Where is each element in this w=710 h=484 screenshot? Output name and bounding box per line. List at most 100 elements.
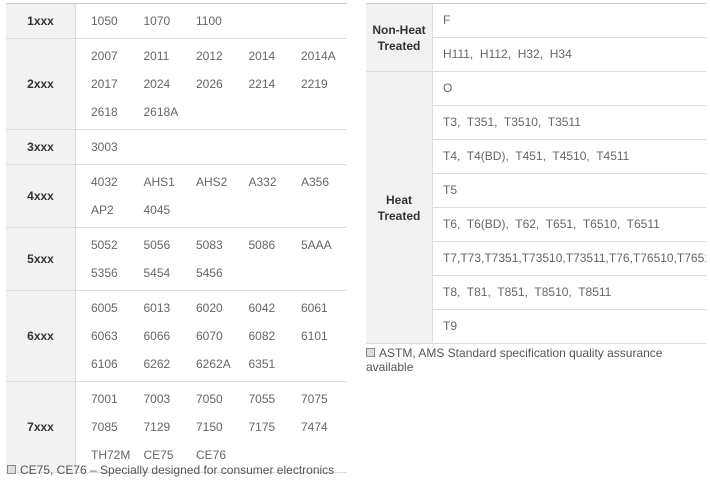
grade: 6082 [248, 329, 276, 343]
grade: 4045 [143, 203, 171, 217]
series-row: 4xxx 4032 AHS1 AHS2 A332 A356 AP2 4045 [6, 165, 347, 228]
series-label: 2xxx [6, 39, 76, 129]
grade: 6106 [91, 357, 118, 371]
temper-list: O T3, T351, T3510, T3511 T4, T4(BD), T451,… [433, 72, 706, 343]
temper: T8, T81, T851, T8510, T8511 [433, 276, 706, 310]
note-text: ASTM, AMS Standard specification quality… [366, 346, 663, 374]
note-text: CE75, CE76 – Specially designed for cons… [20, 463, 335, 477]
grade: 1050 [91, 14, 118, 28]
grade: 2618 [91, 105, 118, 119]
grade: 5083 [196, 238, 223, 252]
grade: 5056 [143, 238, 171, 252]
temper-note: ASTM, AMS Standard specification quality… [366, 346, 710, 374]
temper: T9 [443, 319, 458, 333]
grade-list: 4032 AHS1 AHS2 A332 A356 AP2 4045 [76, 165, 354, 227]
grade: 2214 [248, 77, 276, 91]
grade: 7055 [248, 392, 276, 406]
temper: F [433, 4, 706, 38]
group-label: Non-Heat Treated [366, 4, 433, 71]
grade: 2024 [143, 77, 171, 91]
grade: 7150 [196, 420, 223, 434]
grade: 7085 [91, 420, 118, 434]
grade: 5052 [91, 238, 118, 252]
grade-list: 5052 5056 5083 5086 5AAA 5356 5454 5456 [76, 228, 354, 290]
series-note: CE75, CE76 – Specially designed for cons… [7, 463, 334, 477]
series-row: 6xxx 6005 6013 6020 6042 6061 6063 6066 6070 6082… [6, 291, 347, 382]
grade: A332 [248, 175, 277, 189]
grade: 6101 [301, 329, 328, 343]
grade: 2017 [91, 77, 118, 91]
grade: 2011 [143, 49, 170, 63]
grade: 7129 [143, 420, 171, 434]
series-label: 4xxx [6, 165, 76, 227]
series-row: 2xxx 2007 2011 2012 2014 2014A 2017 2024 2026 221… [6, 39, 347, 130]
temper: T6, T6(BD), T62, T651, T6510, T6511 [433, 208, 706, 242]
grade: 6262A [196, 357, 231, 371]
series-label: 3xxx [6, 130, 76, 164]
grade: 2014 [248, 49, 276, 63]
grade: AP2 [91, 203, 114, 217]
grade: 5AAA [301, 238, 332, 252]
grade: 6013 [143, 301, 171, 315]
grade: 6070 [196, 329, 223, 343]
series-row: 5xxx 5052 5056 5083 5086 5AAA 5356 5454 5456 [6, 228, 347, 291]
temper-table: Non-Heat Treated F H111, H112, H32, H34 Hea… [366, 3, 706, 344]
grade: 2012 [196, 49, 223, 63]
grade: 6061 [301, 301, 328, 315]
grade: 5356 [91, 266, 118, 280]
series-label: 6xxx [6, 291, 76, 381]
temper: T5 [433, 174, 706, 208]
series-table: 1xxx 1050 1070 1100 2xxx 2007 2011 2012 2014 2014… [6, 3, 347, 473]
temper: O [433, 72, 706, 106]
grade: AHS1 [143, 175, 175, 189]
grade: 6063 [91, 329, 118, 343]
grade: 6066 [143, 329, 171, 343]
grade: 6042 [248, 301, 276, 315]
temper-group: Heat Treated O T3, T351, T3510, T3511 T4, T… [366, 72, 706, 344]
grade: 5086 [248, 238, 276, 252]
series-row: 7xxx 7001 7003 7050 7055 7075 7085 7129 7150 7175… [6, 382, 347, 473]
grade: 7050 [196, 392, 223, 406]
grade: 1100 [196, 14, 222, 28]
grade: 1070 [143, 14, 171, 28]
grade: 6262 [143, 357, 171, 371]
grade: 5456 [196, 266, 223, 280]
group-label: Heat Treated [366, 72, 433, 343]
grade: TH72M [91, 448, 131, 462]
series-row: 1xxx 1050 1070 1100 [6, 4, 347, 39]
temper-group: Non-Heat Treated F H111, H112, H32, H34 [366, 4, 706, 72]
grade: AHS2 [196, 175, 228, 189]
grade: 7474 [301, 420, 328, 434]
temper: T4, T4(BD), T451, T4510, T4511 [433, 140, 706, 174]
temper: T3, T351, T3510, T3511 [433, 106, 706, 140]
grade: 2014A [301, 49, 336, 63]
series-label: 7xxx [6, 382, 76, 472]
grade: 2618A [143, 105, 179, 119]
temper-list: F H111, H112, H32, H34 [433, 4, 706, 71]
grade: CE75 [143, 448, 174, 462]
grade: 3003 [91, 140, 118, 154]
grade: 2026 [196, 77, 223, 91]
grade: 7075 [301, 392, 328, 406]
grade: 5454 [143, 266, 171, 280]
series-label: 5xxx [6, 228, 76, 290]
grade: A356 [301, 175, 330, 189]
grade: 6005 [91, 301, 118, 315]
grade-list: 1050 1070 1100 [76, 4, 354, 38]
grade: CE76 [196, 448, 227, 462]
grade: 2007 [91, 49, 118, 63]
grade: 2219 [301, 77, 328, 91]
grade: 6020 [196, 301, 223, 315]
grade: 7175 [248, 420, 276, 434]
grade-list: 2007 2011 2012 2014 2014A 2017 2024 2026 2214 221… [76, 39, 354, 129]
grade: 6351 [248, 357, 276, 371]
temper: H111, H112, H32, H34 [443, 47, 572, 61]
grade: 4032 [91, 175, 118, 189]
series-row: 3xxx 3003 [6, 130, 347, 165]
grade-list: 7001 7003 7050 7055 7075 7085 7129 7150 7175 7474… [76, 382, 354, 472]
grade-list: 6005 6013 6020 6042 6061 6063 6066 6070 6082 6101… [76, 291, 354, 381]
grade-list: 3003 [76, 130, 354, 164]
grade: 7001 [91, 392, 118, 406]
series-label: 1xxx [6, 4, 76, 38]
